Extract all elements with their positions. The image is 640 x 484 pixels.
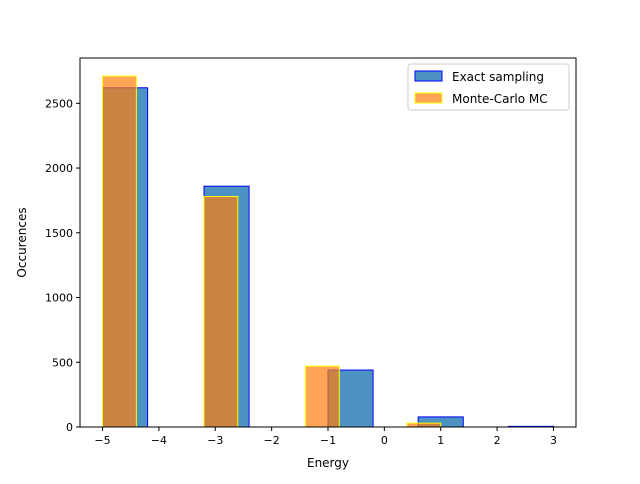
x-tick-label: −2 [264, 434, 280, 447]
bar-series2-bin1 [102, 75, 137, 428]
x-tick-label: 2 [494, 434, 501, 447]
legend-swatch-series2 [414, 92, 443, 104]
legend-box [407, 63, 570, 111]
y-tick-label: 2000 [45, 162, 73, 175]
x-tick-label: −3 [207, 434, 223, 447]
y-tick-label: 500 [52, 356, 73, 369]
x-tick-label: −4 [151, 434, 167, 447]
y-tick-label: 0 [66, 421, 73, 434]
x-tick-label: 3 [550, 434, 557, 447]
x-axis-label: Energy [307, 456, 349, 470]
legend-swatch-series1 [414, 70, 443, 82]
bars-layer [102, 75, 554, 428]
bar-series2-bin4 [406, 422, 442, 428]
x-axis-ticks: −5 −4 −3 −2 −1 0 1 2 3 [94, 427, 557, 447]
y-tick-label: 1500 [45, 227, 73, 240]
x-tick-label: 1 [437, 434, 444, 447]
x-tick-label: 0 [381, 434, 388, 447]
x-tick-label: −5 [94, 434, 110, 447]
y-axis-label: Occurences [15, 207, 29, 277]
legend-label-series2: Monte-Carlo MC [452, 92, 548, 106]
y-tick-label: 1000 [45, 292, 73, 305]
y-axis-ticks: 0 500 1000 1500 2000 2500 [45, 97, 80, 434]
legend-label-series1: Exact sampling [452, 70, 544, 84]
bar-series2-bin3 [304, 365, 340, 428]
x-tick-label: −1 [320, 434, 336, 447]
bar-series2-bin2 [203, 196, 239, 428]
y-tick-label: 2500 [45, 97, 73, 110]
legend: Exact sampling Monte-Carlo MC [407, 63, 570, 111]
